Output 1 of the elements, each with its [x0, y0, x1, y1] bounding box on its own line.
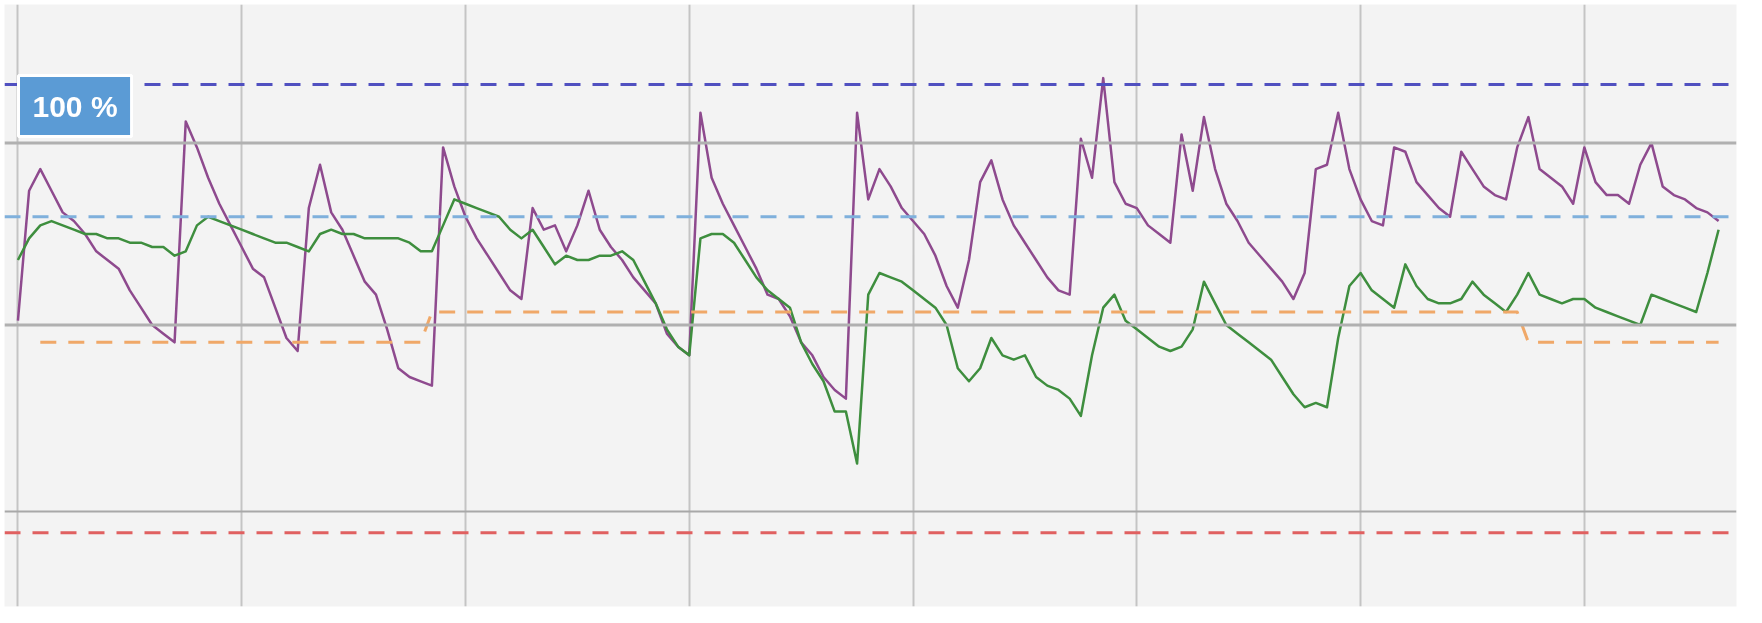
annotation: 100 % — [32, 89, 118, 123]
